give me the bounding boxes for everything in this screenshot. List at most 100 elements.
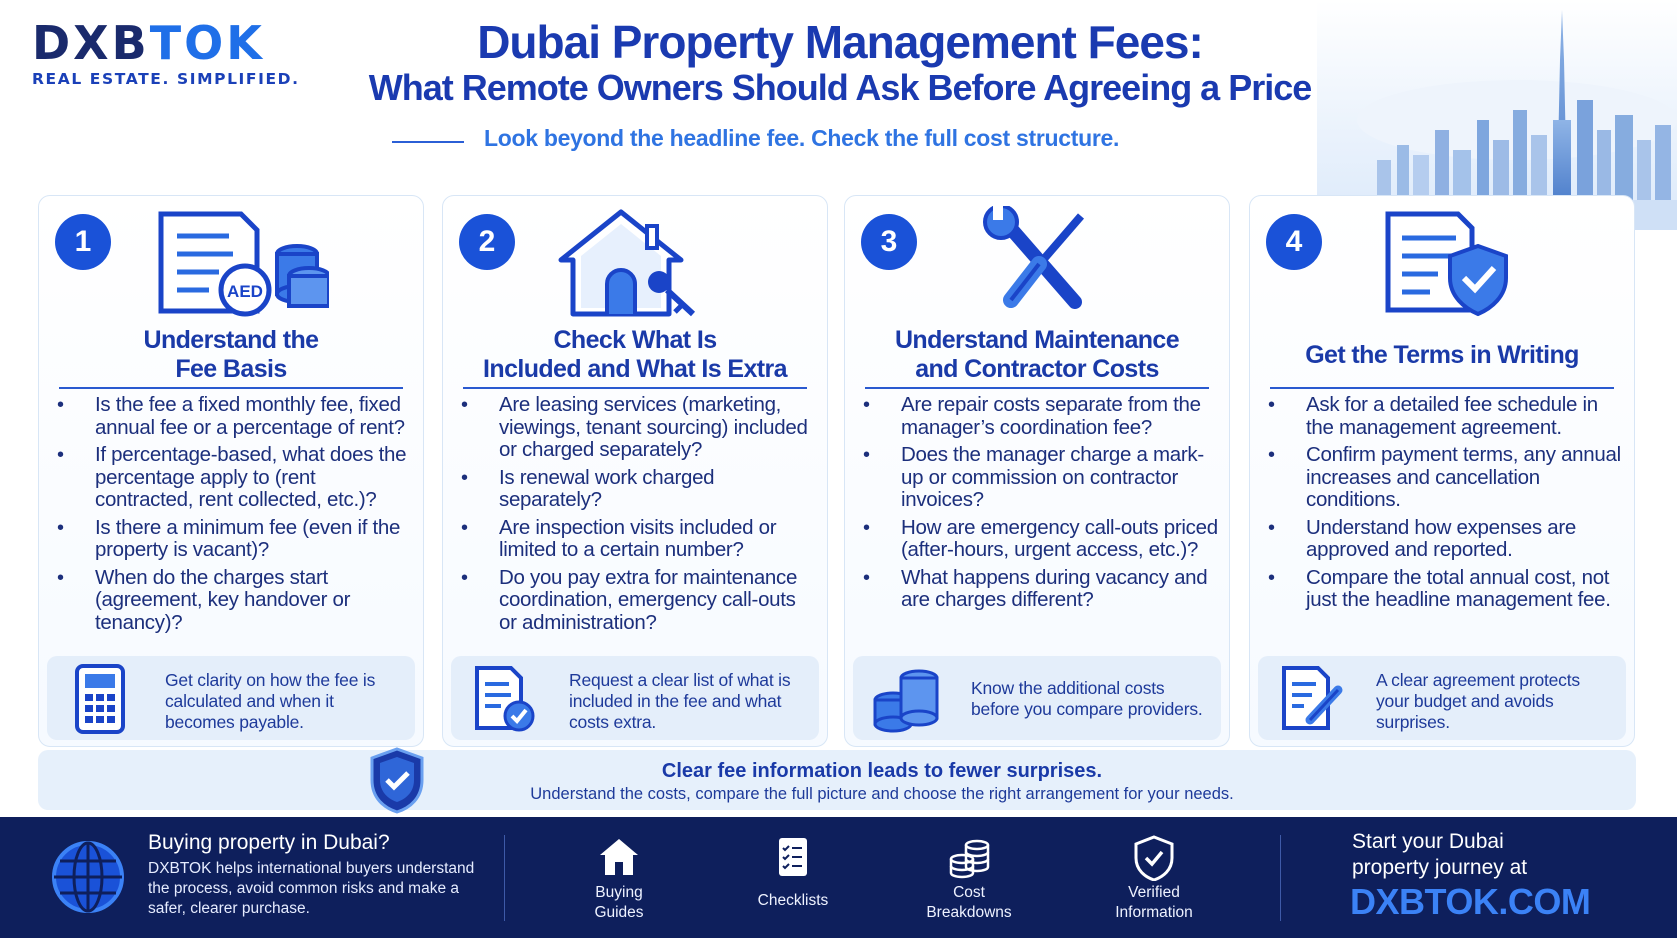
list-item: Is there a minimum fee (even if the prop… [57, 516, 413, 562]
list-item: How are emergency call-outs priced (afte… [863, 516, 1219, 562]
tip-text: Know the additional costs before you com… [971, 678, 1203, 719]
logo-tagline: REAL ESTATE. SIMPLIFIED. [32, 70, 300, 88]
footer-question: Buying property in Dubai? [148, 831, 390, 854]
list-item: Do you pay extra for maintenance coordin… [461, 566, 817, 635]
footer-cta-text: Start your Dubai property journey at [1352, 829, 1527, 881]
list-item: Compare the total annual cost, not just … [1268, 566, 1624, 612]
footer-item-label-2: Breakdowns [926, 904, 1012, 921]
list-item: Are inspection visits included or limite… [461, 516, 817, 562]
subtitle-rule [392, 141, 464, 143]
footer-item-label-1: Buying [595, 884, 643, 901]
step-number: 3 [861, 214, 917, 270]
footer-divider [504, 835, 505, 921]
coin-stacks-icon [873, 669, 939, 733]
list-item: Confirm payment terms, any annual increa… [1268, 443, 1624, 512]
list-item: Is the fee a fixed monthly fee, fixed an… [57, 393, 413, 439]
footer-item-label-1: Verified [1128, 884, 1180, 901]
card-title-line-2: and Contractor Costs [915, 355, 1159, 383]
footer-item-buying-guides: Buying Guides [554, 835, 684, 923]
card-divider [463, 387, 807, 389]
footer-item-label-2: Information [1115, 904, 1193, 921]
footer-description: DXBTOK helps international buyers unders… [148, 860, 475, 917]
tip-box: Request a clear list of what is included… [451, 656, 819, 740]
card-title: Understand Maintenance and Contractor Cos… [855, 324, 1219, 386]
calculator-icon [75, 664, 125, 734]
footer-item-label-1: Checklists [757, 892, 829, 909]
brand-logo: DXBTOK REAL ESTATE. SIMPLIFIED. [32, 20, 300, 88]
list-item: Are leasing services (marketing, viewing… [461, 393, 817, 462]
card-divider [865, 387, 1209, 389]
list-item: Ask for a detailed fee schedule in the m… [1268, 393, 1624, 439]
step-number: 4 [1266, 214, 1322, 270]
coins-icon [949, 839, 990, 879]
card-maintenance-costs: 3 Understand Maintenance and Contractor C… [844, 195, 1230, 747]
footer-item-checklists: Checklists [728, 835, 858, 911]
globe-icon [52, 841, 124, 913]
dubai-skyline-image [1317, 0, 1677, 230]
tip-text: A clear agreement protects your budget a… [1376, 670, 1580, 732]
footer-item-label-2: Guides [594, 904, 644, 921]
logo-part-2: TOK [149, 16, 265, 70]
card-title: Understand the Fee Basis [49, 324, 413, 386]
title-line-1: Dubai Property Management Fees: [477, 16, 1204, 68]
wrench-screwdriver-icon [983, 206, 1085, 309]
tip-box: A clear agreement protects your budget a… [1258, 656, 1626, 740]
house-key-icon [558, 209, 696, 317]
page-subtitle: Look beyond the headline fee. Check the … [484, 125, 1120, 151]
footer-website-url[interactable]: DXBTOK.COM [1350, 881, 1591, 922]
card-title-line-1: Understand Maintenance [894, 326, 1180, 354]
document-shield-icon [1385, 211, 1508, 317]
footer-cta-line-2: property journey at [1352, 856, 1528, 879]
list-item: If percentage-based, what does the perce… [57, 443, 413, 512]
question-list: Ask for a detailed fee schedule in the m… [1268, 393, 1624, 617]
list-item: What happens during vacancy and are char… [863, 566, 1219, 612]
checklist-document-icon [475, 666, 535, 732]
footer-item-verified-information: Verified Information [1089, 835, 1219, 923]
question-list: Are repair costs separate from the manag… [863, 393, 1219, 617]
document-pen-icon [1282, 666, 1343, 730]
card-divider [59, 387, 403, 389]
step-number: 2 [459, 214, 515, 270]
logo-part-1: DXB [32, 16, 150, 70]
card-title: Check What Is Included and What Is Extra [453, 324, 817, 386]
shield-check-icon [370, 747, 424, 814]
title-line-2: What Remote Owners Should Ask Before Agr… [368, 67, 1313, 108]
footer-item-label-1: Cost [953, 884, 985, 901]
question-list: Are leasing services (marketing, viewing… [461, 393, 817, 639]
tip-box: Get clarity on how the fee is calculated… [47, 656, 415, 740]
card-title-line-2: Included and What Is Extra [483, 355, 788, 383]
card-title-line-1: Check What Is [553, 326, 717, 354]
banner-headline: Clear fee information leads to fewer sur… [661, 760, 1103, 782]
footer-divider [1280, 835, 1281, 921]
card-title-line-1: Understand the [143, 326, 320, 354]
list-item: Is renewal work charged separately? [461, 466, 817, 512]
tip-box: Know the additional costs before you com… [853, 656, 1221, 740]
list-item: Understand how expenses are approved and… [1268, 516, 1624, 562]
card-included-extra: 2 Check What Is Included and What Is Extr… [442, 195, 828, 747]
logo-wordmark: DXBTOK [32, 20, 300, 66]
footer: Buying property in Dubai? DXBTOK helps i… [0, 817, 1677, 938]
fee-document-coins-icon: AED [158, 211, 329, 317]
aed-badge-text: AED [227, 282, 263, 301]
list-item: When do the charges start (agreement, ke… [57, 566, 413, 635]
list-item: Are repair costs separate from the manag… [863, 393, 1219, 439]
footer-cta-line-1: Start your Dubai [1352, 830, 1504, 853]
house-icon [600, 839, 638, 875]
card-terms-in-writing: 4 Get the Terms in Writing Ask for a det… [1249, 195, 1635, 747]
page-title: Dubai Property Management Fees: What Rem… [360, 18, 1320, 110]
banner-text: Understand the costs, compare the full p… [530, 785, 1234, 803]
checklist-icon [779, 838, 807, 876]
tip-text: Request a clear list of what is included… [569, 670, 791, 732]
footer-item-cost-breakdowns: Cost Breakdowns [904, 835, 1034, 923]
card-divider [1270, 387, 1614, 389]
list-item: Does the manager charge a mark-up or com… [863, 443, 1219, 512]
card-title-line-1: Get the Terms in Writing [1305, 340, 1579, 369]
verified-shield-icon [1134, 835, 1174, 881]
step-number: 1 [55, 214, 111, 270]
card-title: Get the Terms in Writing [1260, 324, 1624, 386]
summary-banner: Clear fee information leads to fewer sur… [38, 747, 1636, 814]
question-list: Is the fee a fixed monthly fee, fixed an… [57, 393, 413, 639]
card-title-line-2: Fee Basis [175, 355, 287, 383]
